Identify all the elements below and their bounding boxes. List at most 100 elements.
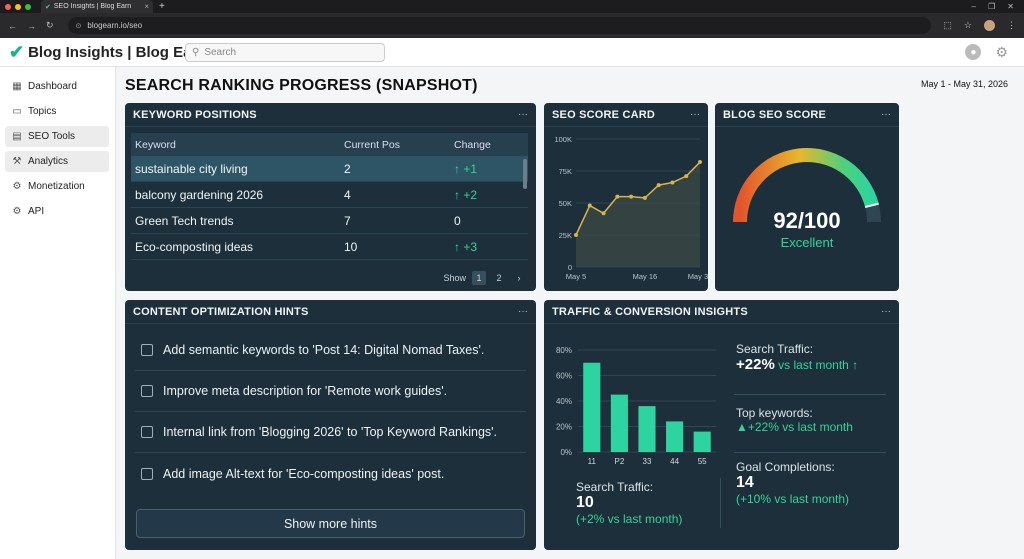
forward-icon[interactable]: →	[27, 20, 36, 31]
table-row[interactable]: Green Tech trends 7 0	[131, 208, 528, 234]
brand-logo-icon: ✔	[9, 41, 25, 62]
minimize-window-button[interactable]	[15, 3, 21, 10]
table-row[interactable]: balcony gardening 2026 4 ↑ +2	[131, 182, 528, 208]
show-more-hints-button[interactable]: Show more hints	[136, 509, 525, 538]
goal-completions-stat: Goal Completions: 14 (+10% vs last month…	[736, 460, 849, 506]
sidebar-item-analytics[interactable]: ⚒ Analytics	[5, 151, 109, 172]
table-row[interactable]: Eco-composting ideas 10 ↑ +3	[131, 234, 528, 260]
close-icon[interactable]: ✕	[1007, 2, 1014, 11]
url-field[interactable]: ⊙ blogearn.io/seo	[67, 17, 932, 34]
os-window-buttons: – ❐ ✕	[972, 2, 1024, 11]
top-keywords-stat: Top keywords: ▲+22% vs last month	[736, 406, 853, 434]
hint-list: Add semantic keywords to 'Post 14: Digit…	[125, 330, 536, 494]
hint-checkbox[interactable]	[141, 385, 153, 397]
card-header: KEYWORD POSITIONS ···	[125, 103, 536, 127]
browser-profile-avatar[interactable]	[984, 20, 995, 31]
table-scrollbar[interactable]	[523, 159, 527, 189]
user-avatar[interactable]: ●	[965, 44, 982, 60]
change-cell: ↑ +1	[454, 162, 528, 176]
restore-icon[interactable]: ❐	[988, 2, 996, 11]
more-options-icon[interactable]: ···	[518, 306, 528, 317]
stat-value: 10	[576, 494, 594, 511]
back-icon[interactable]: ←	[8, 20, 17, 31]
up-arrow-icon: ↑	[454, 161, 460, 176]
stat-label: Goal Completions:	[736, 460, 835, 474]
seo-score-line-chart: 0 25K 50K 75K 100K May 5 May 16 May 31	[554, 135, 708, 281]
sidebar-item-dashboard[interactable]: ▦ Dashboard	[5, 76, 109, 97]
sidebar-item-api[interactable]: ⚙ API	[5, 201, 109, 222]
search-box[interactable]: ⚲ Search	[185, 42, 385, 62]
card-title: CONTENT OPTIMIZATION HINTS	[133, 305, 309, 318]
settings-gear-icon[interactable]: ⚙	[995, 43, 1008, 60]
change-value: 0	[454, 213, 461, 228]
y-tick-label: 25K	[559, 231, 572, 240]
hint-checkbox[interactable]	[141, 344, 153, 356]
hint-checkbox[interactable]	[141, 467, 153, 480]
hint-text: Add image Alt-text for 'Eco-composting i…	[163, 466, 445, 481]
change-cell: ↑ +2	[454, 188, 528, 202]
divider	[734, 452, 886, 453]
y-tick-label: 100K	[554, 135, 572, 144]
table-row[interactable]: sustainable city living 2 ↑ +1	[131, 156, 528, 182]
site-info-icon[interactable]: ⊙	[75, 22, 82, 30]
hint-text: Add semantic keywords to 'Post 14: Digit…	[163, 343, 485, 357]
pagination: Show 1 2 ›	[443, 271, 526, 285]
x-tick-label: 44	[670, 457, 679, 466]
next-page-icon[interactable]: ›	[517, 273, 521, 283]
data-point	[670, 180, 675, 185]
maximize-window-button[interactable]	[25, 3, 31, 10]
x-tick-label: May 16	[633, 272, 658, 281]
brand-logo[interactable]: ✔ Blog Insights | Blog Earn	[0, 41, 206, 63]
hint-checkbox[interactable]	[141, 426, 153, 438]
sidebar-item-seo-tools[interactable]: ▤ SEO Tools	[5, 126, 109, 147]
page-2-button[interactable]: 2	[496, 273, 502, 283]
more-options-icon[interactable]: ···	[690, 109, 700, 120]
sidebar-item-label: Topics	[28, 106, 57, 117]
stat-value: 14	[736, 474, 754, 491]
search-input[interactable]: Search	[204, 46, 237, 58]
column-header-change[interactable]: Change	[454, 138, 491, 151]
extensions-icon[interactable]: ⬚	[943, 20, 952, 30]
sidebar-item-monetization[interactable]: ⚙ Monetization	[5, 176, 109, 197]
more-options-icon[interactable]: ···	[881, 109, 891, 120]
browser-tab[interactable]: ✔ SEO Insights | Blog Earn ×	[41, 0, 153, 13]
stat-value: +22%	[736, 356, 775, 373]
seo-score-gauge	[733, 148, 881, 223]
close-window-button[interactable]	[5, 3, 11, 10]
keyword-positions-card: KEYWORD POSITIONS ··· Keyword Current Po…	[125, 103, 536, 291]
browser-actions: ⬚ ☆ ⋮	[943, 20, 1016, 31]
stat-divider	[720, 478, 721, 528]
traffic-bar-chart: 0% 20% 40% 60% 80% 11 P2 33 44 55	[556, 346, 716, 466]
column-header-position[interactable]: Current Pos	[344, 138, 401, 151]
new-tab-icon[interactable]: +	[159, 1, 165, 12]
card-title: SEO SCORE CARD	[552, 108, 656, 121]
main-content: SEARCH RANKING PROGRESS (SNAPSHOT) May 1…	[116, 67, 1024, 559]
bar	[666, 421, 684, 452]
date-range[interactable]: May 1 - May 31, 2026	[920, 79, 1008, 89]
search-traffic-right-stat: Search Traffic: +22% vs last month ↑	[736, 342, 858, 373]
bookmark-star-icon[interactable]: ☆	[963, 20, 972, 30]
column-header-keyword[interactable]: Keyword	[135, 138, 176, 151]
stat-delta: (+10% vs last month)	[736, 492, 850, 506]
series-line	[575, 161, 701, 236]
y-tick-label: 50K	[559, 199, 572, 208]
browser-menu-icon[interactable]: ⋮	[1007, 20, 1016, 30]
gauge-value: 92/100	[773, 208, 841, 233]
search-icon: ⚲	[192, 46, 200, 58]
close-tab-icon[interactable]: ×	[144, 2, 149, 11]
sidebar-item-topics[interactable]: ▭ Topics	[5, 101, 109, 122]
up-arrow-icon: ↑	[454, 187, 460, 202]
y-tick-label: 0	[568, 263, 572, 272]
change-value: +3	[463, 239, 478, 254]
grid-icon: ▦	[12, 81, 22, 92]
favicon-icon: ✔	[45, 3, 51, 11]
more-options-icon[interactable]: ···	[881, 306, 891, 317]
reload-icon[interactable]: ↻	[46, 20, 54, 30]
more-options-icon[interactable]: ···	[518, 109, 528, 120]
data-point	[601, 211, 606, 216]
browser-tab-bar: ✔ SEO Insights | Blog Earn × + – ❐ ✕	[0, 0, 1024, 13]
blog-seo-score-card: BLOG SEO SCORE ··· 92/100 Excellent	[715, 103, 899, 291]
minimize-icon[interactable]: –	[971, 2, 977, 11]
gear-icon: ⚙	[12, 181, 22, 192]
page-1-button[interactable]: 1	[472, 271, 486, 285]
